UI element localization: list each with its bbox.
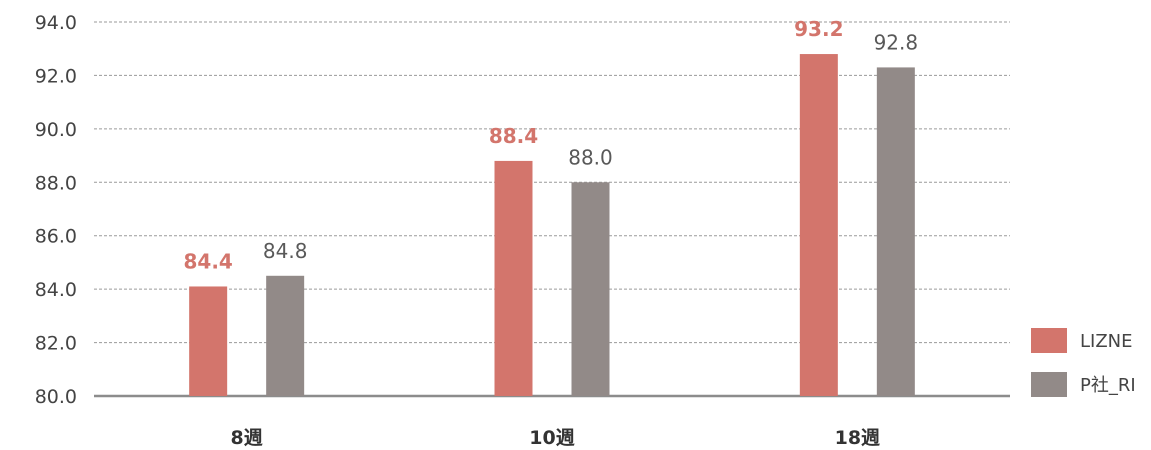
data-label: 92.8 — [874, 30, 919, 54]
data-label: 88.4 — [489, 124, 538, 148]
y-tick-label: 92.0 — [35, 65, 77, 87]
bars — [189, 54, 915, 397]
y-tick-label: 94.0 — [35, 12, 77, 34]
bar-lizne-1 — [189, 286, 228, 396]
bar-lizne-3 — [799, 54, 838, 397]
data-labels: 84.4 84.8 88.4 88.0 93.2 92.8 — [183, 17, 918, 273]
bar-lizne-2 — [494, 160, 533, 396]
x-tick-label: 8週 — [231, 427, 263, 449]
y-tick-label: 90.0 — [35, 119, 77, 141]
x-tick-label: 18週 — [835, 427, 880, 449]
y-tick-label: 86.0 — [35, 226, 77, 248]
legend-swatch — [1031, 372, 1067, 397]
gridlines — [94, 21, 1010, 398]
legend-swatch — [1031, 328, 1067, 353]
bar-p-ri-3 — [876, 67, 915, 397]
data-label: 93.2 — [794, 17, 843, 41]
bar-p-ri-1 — [266, 275, 305, 396]
y-tick-label: 82.0 — [35, 333, 77, 355]
legend-label: P社_RI — [1080, 375, 1136, 396]
y-tick-label: 88.0 — [35, 172, 77, 194]
y-tick-label: 80.0 — [35, 386, 77, 408]
y-tick-label: 84.0 — [35, 279, 77, 301]
x-axis-ticks: 8週 10週 18週 — [231, 427, 881, 449]
legend-label: LIZNE — [1080, 331, 1133, 352]
data-label: 84.4 — [183, 249, 232, 273]
data-label: 88.0 — [568, 145, 613, 169]
x-tick-label: 10週 — [529, 427, 574, 449]
bar-p-ri-2 — [571, 182, 610, 396]
legend: LIZNE P社_RI — [1031, 328, 1136, 397]
y-axis-ticks: 80.0 82.0 84.0 86.0 88.0 90.0 92.0 94.0 — [35, 12, 77, 408]
data-label: 84.8 — [263, 239, 308, 263]
